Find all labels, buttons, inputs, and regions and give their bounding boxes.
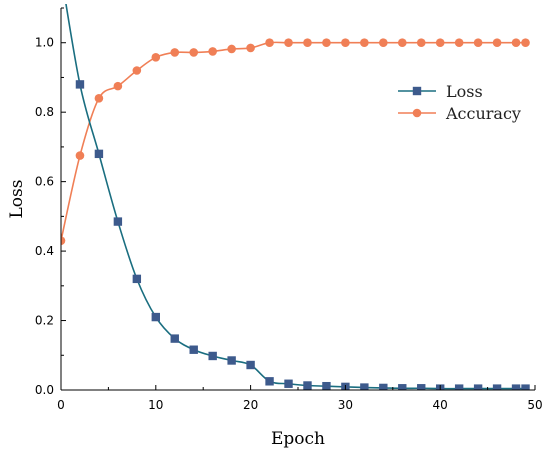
data-point-accuracy <box>170 48 180 57</box>
series-layer <box>61 4 530 390</box>
legend-marker-loss <box>412 86 422 96</box>
x-tick-label: 10 <box>148 398 163 412</box>
data-point-loss <box>284 379 293 388</box>
axes-layer: 0 10 20 30 40 50 0.0 0.2 0.4 0.6 0.8 1.0 <box>35 7 543 412</box>
data-point-accuracy <box>113 81 123 91</box>
y-axis-title: Loss <box>7 180 27 219</box>
data-point-loss <box>227 356 236 365</box>
x-axis-title: Epoch <box>271 429 325 449</box>
data-point-loss <box>303 381 312 390</box>
data-point-accuracy <box>521 38 530 48</box>
legend-label-accuracy: Accuracy <box>445 104 521 123</box>
data-point-accuracy <box>322 38 331 48</box>
data-point-loss <box>511 384 521 390</box>
series-loss <box>65 4 530 390</box>
data-point-accuracy <box>61 236 66 245</box>
x-tick-label: 40 <box>433 398 448 412</box>
data-point-loss <box>379 383 388 390</box>
legend-marker-accuracy <box>412 108 422 118</box>
data-point-accuracy <box>75 151 85 160</box>
data-point-loss <box>398 384 407 390</box>
data-point-accuracy <box>303 38 312 48</box>
data-point-loss <box>132 274 142 284</box>
data-point-loss <box>492 384 502 390</box>
data-point-accuracy <box>511 38 521 48</box>
series-accuracy <box>61 38 530 245</box>
data-point-accuracy <box>208 47 217 56</box>
legend-item-accuracy: Accuracy <box>398 104 521 123</box>
y-tick-label: 0.4 <box>35 244 54 258</box>
data-point-loss <box>170 334 179 343</box>
data-point-loss <box>189 345 198 354</box>
data-point-loss <box>360 383 369 390</box>
data-point-accuracy <box>492 38 502 48</box>
series-line-accuracy <box>61 41 526 241</box>
data-point-loss <box>208 351 217 361</box>
data-point-accuracy <box>416 38 426 48</box>
data-point-loss <box>151 312 160 322</box>
data-point-accuracy <box>227 44 236 54</box>
data-point-accuracy <box>473 38 483 48</box>
data-point-accuracy <box>189 48 199 57</box>
y-tick-label: 0.6 <box>35 175 54 189</box>
data-point-accuracy <box>341 38 350 48</box>
series-clip-group <box>61 4 530 390</box>
data-point-accuracy <box>454 38 464 48</box>
data-point-accuracy <box>435 38 445 48</box>
y-tick-label: 0.0 <box>35 383 54 397</box>
y-tick-label: 1.0 <box>35 36 54 50</box>
x-tick-label: 50 <box>527 398 542 412</box>
data-point-loss <box>246 360 255 370</box>
x-tick-label: 0 <box>57 398 65 412</box>
data-point-accuracy <box>360 38 369 48</box>
data-point-loss <box>322 381 331 390</box>
data-point-loss <box>454 384 464 390</box>
legend-label-loss: Loss <box>446 82 483 101</box>
x-tick-label: 20 <box>243 398 258 412</box>
data-point-loss <box>473 384 483 390</box>
data-point-loss <box>265 377 274 386</box>
legend: Loss Accuracy <box>398 82 521 123</box>
data-point-loss <box>113 217 123 226</box>
series-line-loss <box>65 4 526 390</box>
data-point-accuracy <box>397 38 407 48</box>
data-point-loss <box>94 149 104 159</box>
data-point-accuracy <box>246 43 255 53</box>
data-point-accuracy <box>132 66 142 75</box>
data-point-loss <box>521 384 530 390</box>
y-tick-label: 0.8 <box>35 105 54 119</box>
data-point-accuracy <box>265 38 274 48</box>
data-point-loss <box>75 80 85 89</box>
data-point-accuracy <box>94 93 104 103</box>
y-tick-label: 0.2 <box>35 314 54 328</box>
data-point-loss <box>417 384 426 390</box>
data-point-accuracy <box>284 38 293 48</box>
legend-item-loss: Loss <box>398 82 483 101</box>
data-point-accuracy <box>151 53 161 62</box>
x-tick-label: 30 <box>338 398 353 412</box>
data-point-accuracy <box>379 38 388 48</box>
